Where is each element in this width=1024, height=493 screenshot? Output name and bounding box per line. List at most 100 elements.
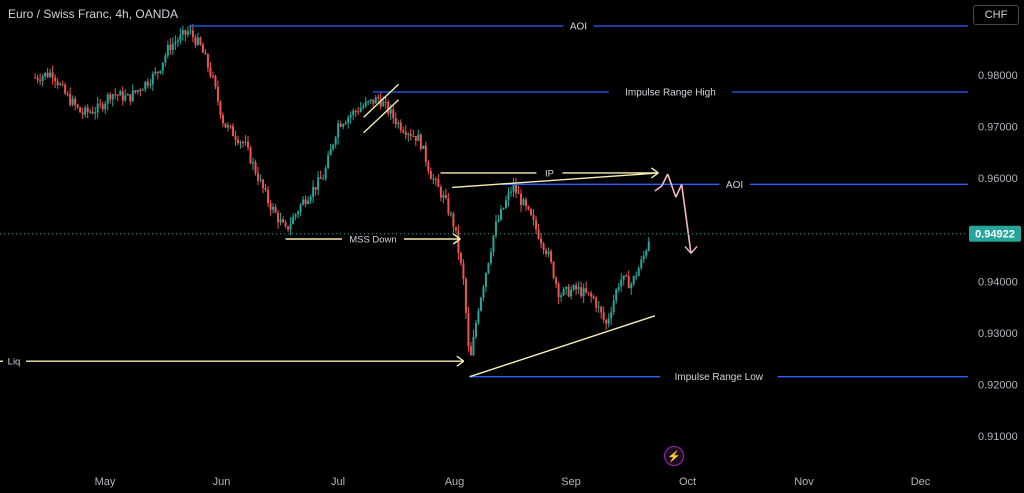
candle-body <box>219 101 222 116</box>
candle-body <box>595 298 598 308</box>
candle-body <box>259 179 262 181</box>
candle-body <box>487 262 490 273</box>
candle-body <box>249 147 252 164</box>
time-axis[interactable]: May Jun Jul Aug Sep Oct Nov Dec <box>95 476 931 488</box>
candle-body <box>570 289 573 297</box>
arrow-head <box>690 245 698 254</box>
candle-body <box>369 99 372 102</box>
candle-body <box>597 306 600 308</box>
candle-body <box>502 207 505 210</box>
trend-line <box>363 99 400 134</box>
candle-body <box>196 37 199 45</box>
candle-body <box>302 199 305 205</box>
candle-body <box>414 136 417 141</box>
candle-body <box>407 134 410 136</box>
candle-body <box>254 162 257 174</box>
arrow-head <box>452 238 461 245</box>
candle-body <box>499 209 502 220</box>
candle-body <box>547 251 550 254</box>
candle-body <box>442 195 445 198</box>
candle-body <box>422 145 425 149</box>
candle-body <box>174 42 177 44</box>
candle-body <box>447 197 450 214</box>
level-label: AOI <box>570 22 587 33</box>
candle-body <box>530 209 533 216</box>
candle-body <box>605 320 608 324</box>
candle-body <box>357 111 360 113</box>
candle-body <box>492 235 495 253</box>
candle-body <box>424 145 427 163</box>
candle-body <box>101 104 104 110</box>
candle-body <box>129 94 132 102</box>
candle-body <box>124 95 127 101</box>
candle-body <box>111 94 114 100</box>
candle-body <box>437 179 440 187</box>
candle-body <box>434 178 437 180</box>
candle-body <box>299 204 302 212</box>
currency-button[interactable]: CHF <box>973 5 1019 25</box>
candle-body <box>372 99 375 104</box>
candle-body <box>577 287 580 290</box>
projection-line <box>661 173 669 187</box>
drawings-layer: IP MSS Down Liq <box>0 83 698 378</box>
candle-body <box>262 179 265 189</box>
price-tick-label: 0.91000 <box>978 431 1018 443</box>
candle-body <box>537 229 540 239</box>
candle-body <box>464 279 467 313</box>
candle-body <box>214 75 217 87</box>
candle-body <box>304 199 307 204</box>
candle-body <box>134 90 137 93</box>
price-tick-label: 0.96000 <box>978 173 1018 185</box>
trend-line <box>363 83 400 118</box>
candle-body <box>477 310 480 323</box>
candle-body <box>59 83 62 85</box>
candle-body <box>397 122 400 125</box>
candle-body <box>241 142 244 144</box>
candle-body <box>171 43 174 50</box>
candle-body <box>527 206 530 210</box>
candle-body <box>49 72 52 77</box>
candle-body <box>146 81 149 86</box>
candle-body <box>161 62 164 71</box>
candle-body <box>191 30 194 38</box>
candle-body <box>542 243 545 251</box>
candle-body <box>179 34 182 41</box>
candle-body <box>642 255 645 260</box>
candle-body <box>510 191 513 193</box>
candle-body <box>34 77 37 79</box>
candle-body <box>565 286 568 289</box>
candle-body <box>61 83 64 85</box>
candle-body <box>575 285 578 290</box>
candle-body <box>602 312 605 321</box>
projection-line <box>675 184 683 198</box>
candle-body <box>557 283 560 298</box>
lightning-icon[interactable]: ⚡ <box>664 446 684 466</box>
levels-layer: AOI Impulse Range High AOI Impulse Range Lo… <box>188 22 968 383</box>
projection-line <box>666 173 677 198</box>
candle-body <box>567 286 570 297</box>
candle-body <box>151 73 154 85</box>
chart-title: Euro / Swiss Franc, 4h, OANDA <box>8 7 179 21</box>
candle-body <box>186 31 189 35</box>
candle-body <box>610 312 613 319</box>
candle-body <box>74 98 77 105</box>
candle-body <box>517 192 520 194</box>
candle-body <box>560 295 563 298</box>
arrow-head <box>684 245 692 254</box>
candle-body <box>264 188 267 190</box>
candle-body <box>334 137 337 145</box>
candle-body <box>181 30 184 35</box>
candle-body <box>44 72 47 77</box>
time-tick-label: Jul <box>331 476 345 488</box>
candle-body <box>429 171 432 180</box>
candle-body <box>377 97 380 99</box>
candle-body <box>427 162 430 172</box>
time-tick-label: Dec <box>911 476 931 488</box>
annotation-label: IP <box>545 168 554 179</box>
candle-body <box>607 318 610 324</box>
current-price-tag: 0.94922 <box>0 225 1021 242</box>
candle-body <box>307 200 310 204</box>
candle-body <box>224 123 227 128</box>
candle-body <box>632 276 635 285</box>
